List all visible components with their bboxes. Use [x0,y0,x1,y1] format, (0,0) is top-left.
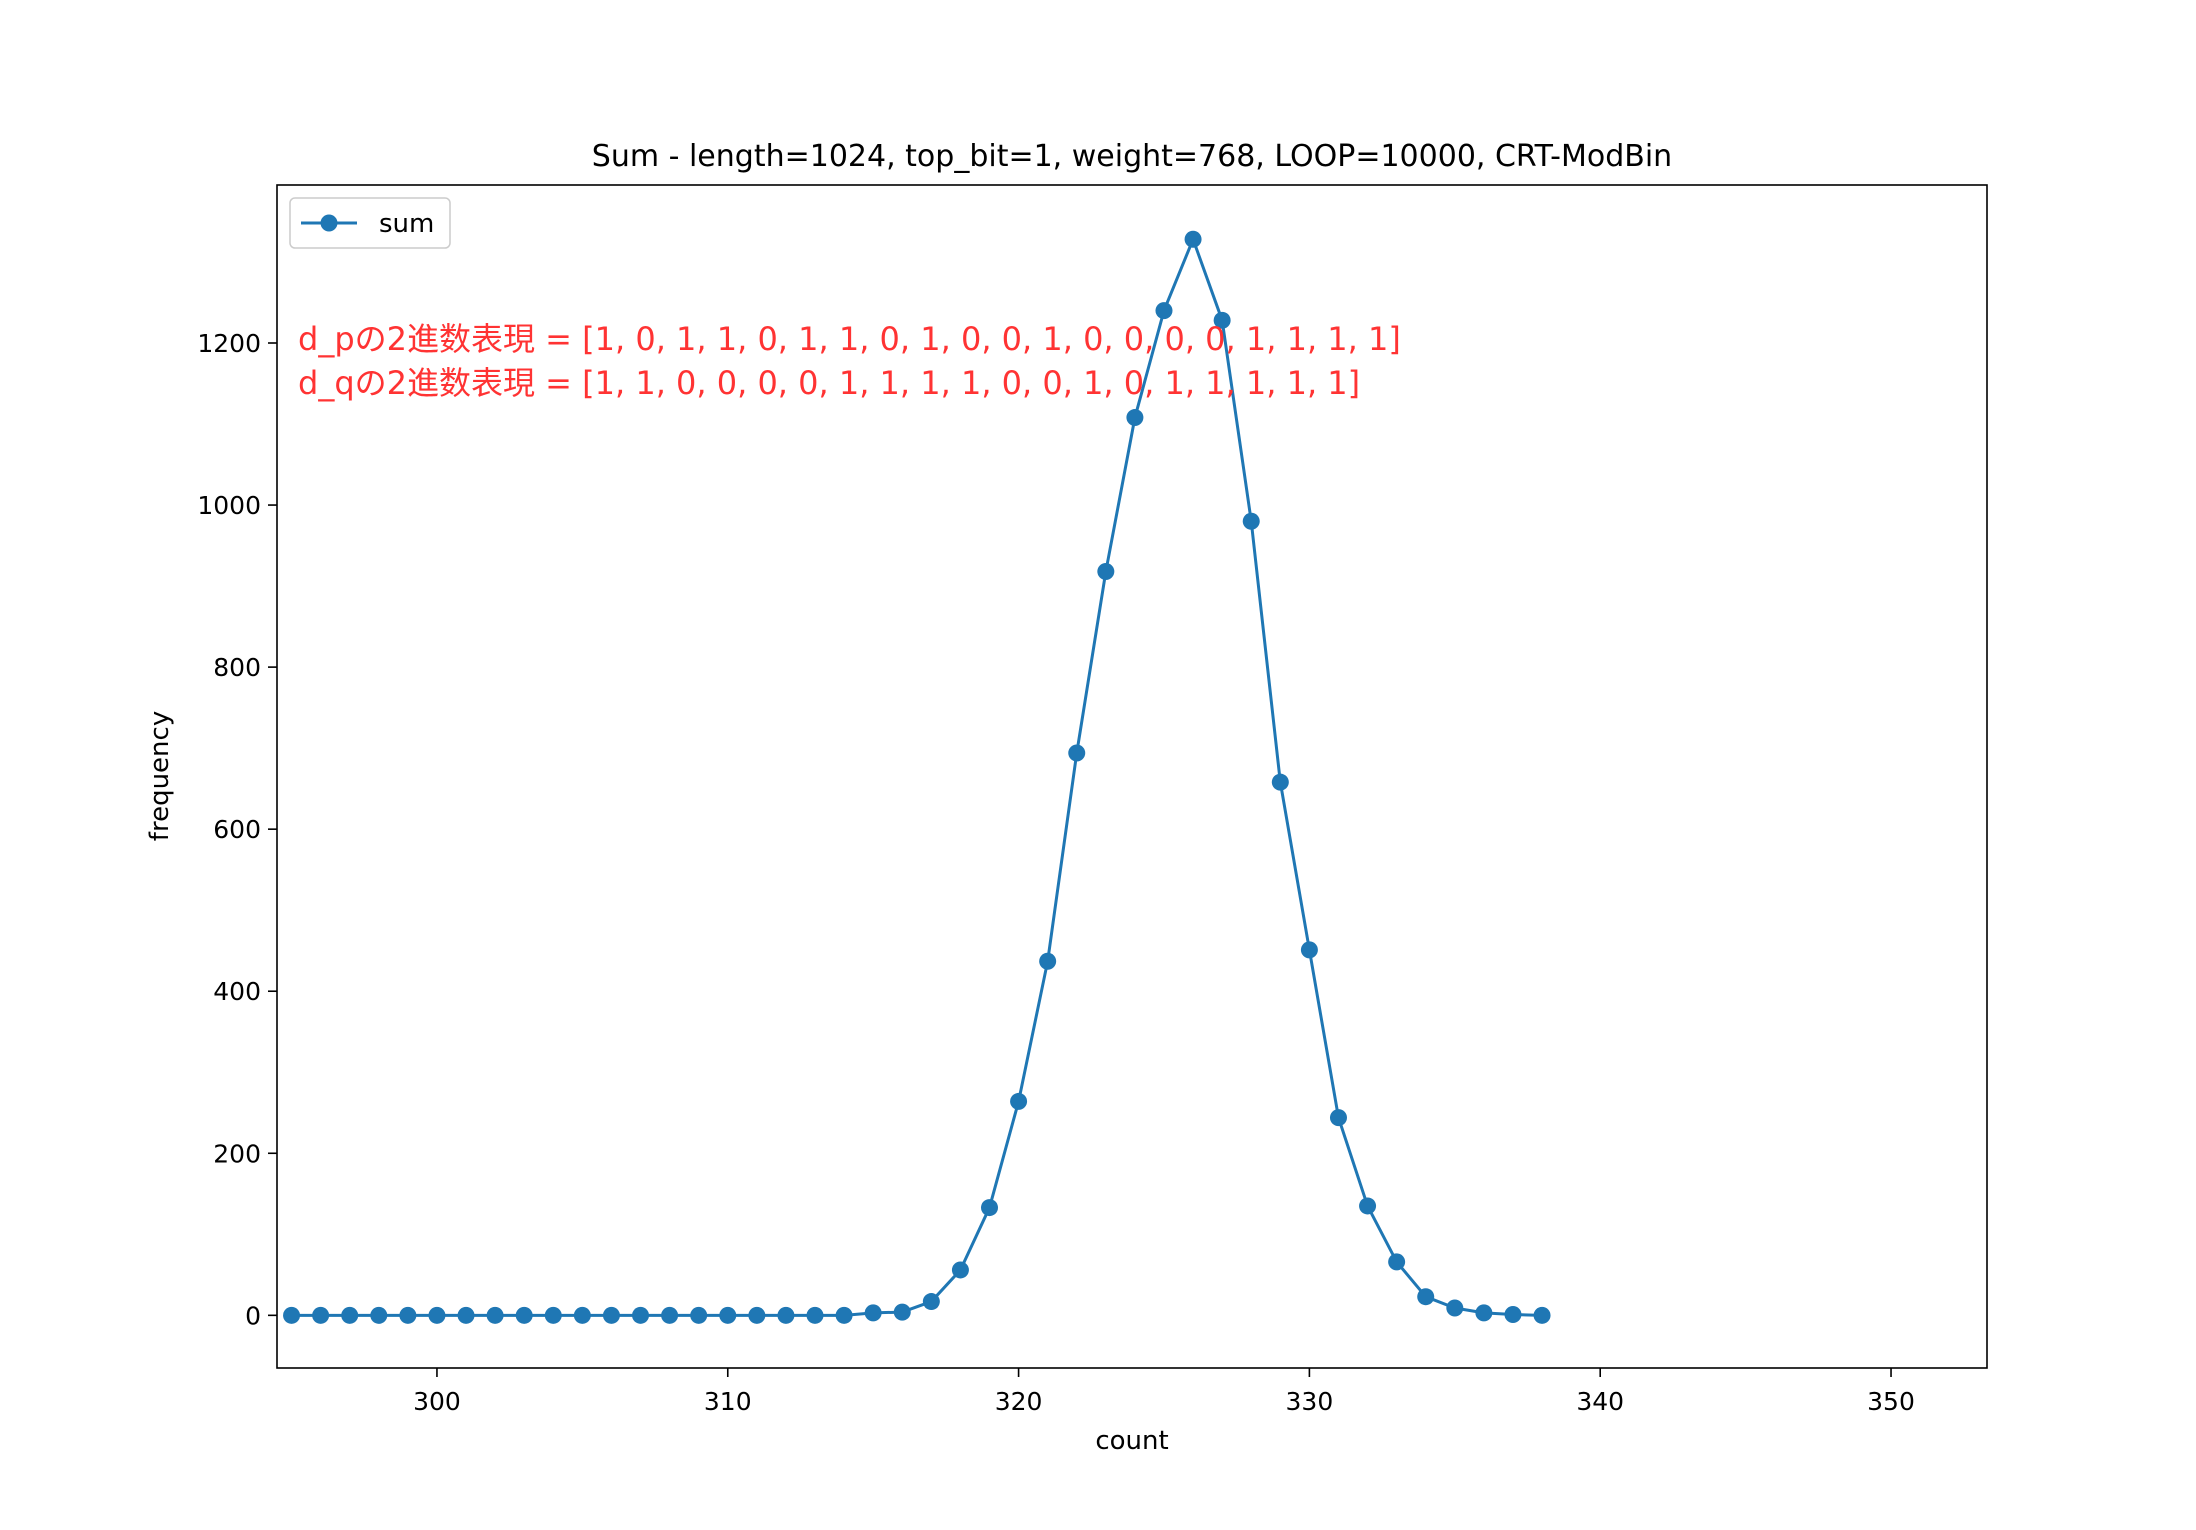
data-point [602,1306,620,1324]
data-point [399,1306,417,1324]
data-point [1388,1253,1406,1271]
data-point [573,1306,591,1324]
y-tick-label: 800 [213,653,261,682]
data-point [748,1306,766,1324]
data-point [1446,1299,1464,1317]
data-point [1010,1092,1028,1110]
data-point [1242,512,1260,530]
annotation-text: d_qの2進数表現 = [1, 1, 0, 0, 0, 0, 1, 1, 1, … [298,364,1360,402]
data-point [1213,311,1231,329]
data-point [864,1304,882,1322]
data-point [1068,744,1086,762]
data-point [806,1306,824,1324]
y-axis: 0 200 400 600 800 1000 1200 [197,329,277,1330]
data-point [1184,230,1202,248]
data-point [1097,563,1115,581]
data-point [893,1303,911,1321]
legend-label-sum: sum [379,209,434,239]
data-point [341,1306,359,1324]
data-point [1417,1288,1435,1306]
annotation-text: d_pの2進数表現 = [1, 0, 1, 1, 0, 1, 1, 0, 1, … [298,320,1401,358]
data-point [312,1306,330,1324]
chart-title: Sum - length=1024, top_bit=1, weight=768… [592,139,1672,174]
data-point [1475,1304,1493,1322]
data-point [1155,302,1173,320]
plot-area [283,230,1551,1324]
data-point [486,1306,504,1324]
annotations: d_pの2進数表現 = [1, 0, 1, 1, 0, 1, 1, 0, 1, … [298,320,1401,402]
data-point [951,1261,969,1279]
data-point [835,1306,853,1324]
y-tick-label: 600 [213,815,261,844]
data-point [1533,1306,1551,1324]
data-point [457,1306,475,1324]
x-tick-label: 340 [1576,1387,1624,1416]
legend-frame [289,197,451,249]
data-point [1039,952,1057,970]
data-point [777,1306,795,1324]
data-point [1126,409,1144,427]
x-axis-label: count [1095,1426,1168,1456]
y-axis-label: frequency [145,711,175,841]
legend-marker-swatch [320,214,338,232]
data-point [370,1306,388,1324]
data-point [981,1199,998,1217]
data-point [283,1306,301,1324]
data-point [1329,1109,1347,1127]
data-point [428,1306,446,1324]
data-point [719,1306,737,1324]
x-axis: 300 310 320 330 340 350 [413,1368,1915,1416]
data-point [661,1306,679,1324]
data-point [1300,941,1318,959]
y-tick-label: 200 [213,1139,261,1168]
legend: sum [289,197,451,249]
data-point [515,1306,533,1324]
data-point [690,1306,708,1324]
data-point [544,1306,562,1324]
data-point [632,1306,650,1324]
data-point [1504,1306,1522,1324]
y-tick-label: 1200 [197,329,261,358]
data-point [1271,773,1289,791]
plot-frame [276,184,1988,1369]
y-tick-label: 0 [245,1301,261,1330]
x-tick-label: 350 [1867,1387,1915,1416]
data-point [922,1293,940,1311]
x-tick-label: 300 [413,1387,461,1416]
x-tick-label: 320 [995,1387,1043,1416]
data-point [1359,1197,1377,1215]
x-tick-label: 310 [704,1387,752,1416]
y-tick-label: 1000 [197,491,261,520]
x-tick-label: 330 [1286,1387,1334,1416]
y-tick-label: 400 [213,977,261,1006]
